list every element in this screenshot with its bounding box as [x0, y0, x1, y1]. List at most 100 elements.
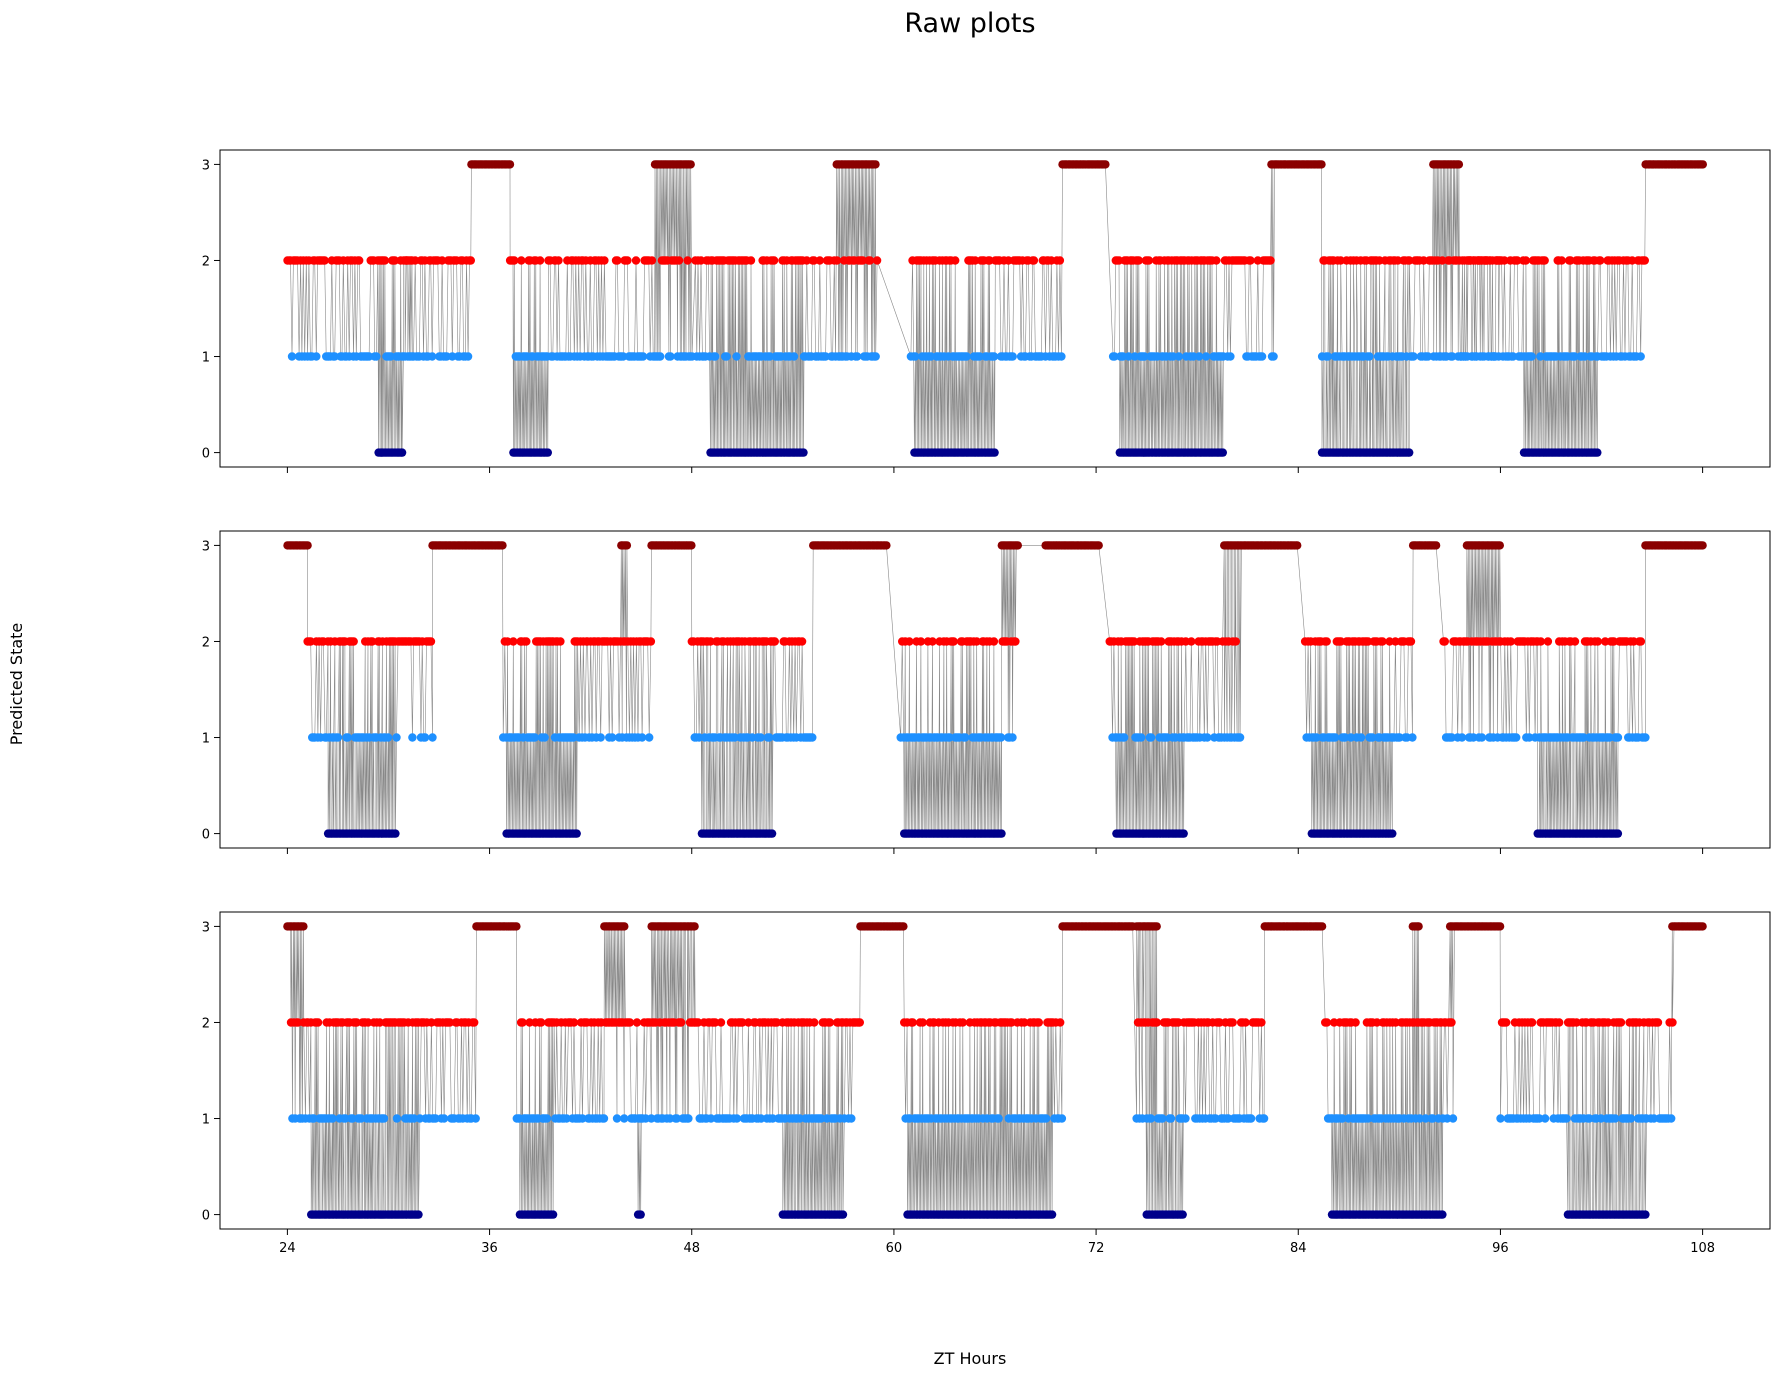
data-point-state-1: [1409, 352, 1418, 361]
data-point-state-1: [328, 1114, 337, 1123]
data-point-state-2: [928, 637, 937, 646]
data-point-state-1: [647, 1114, 656, 1123]
data-point-state-2: [470, 1018, 479, 1027]
data-point-state-1: [1421, 1114, 1430, 1123]
data-point-state-2: [1228, 1018, 1237, 1027]
data-point-state-3: [1414, 922, 1423, 931]
data-point-state-1: [1667, 1114, 1676, 1123]
data-point-state-2: [569, 1018, 579, 1027]
data-point-state-1: [1331, 733, 1340, 742]
data-point-state-2: [1555, 1018, 1564, 1027]
data-point-state-1: [1527, 352, 1536, 361]
data-point-state-1: [599, 1114, 609, 1123]
data-point-state-2: [1246, 256, 1255, 265]
data-point-state-2: [535, 256, 545, 265]
data-point-state-1: [408, 733, 417, 742]
data-point-state-1: [1525, 733, 1534, 742]
data-point-state-2: [958, 1018, 967, 1027]
data-point-state-2: [349, 637, 358, 646]
data-point-state-2: [738, 1018, 747, 1027]
data-point-state-1: [1415, 1114, 1425, 1123]
data-point-state-1: [1540, 1114, 1550, 1123]
data-point-state-1: [1323, 352, 1333, 361]
data-point-state-2: [445, 1018, 455, 1027]
data-point-state-1: [1356, 733, 1366, 742]
data-point-state-1: [287, 352, 297, 361]
data-point-state-2: [1543, 637, 1553, 646]
data-point-state-0: [548, 1210, 558, 1219]
data-point-state-2: [905, 637, 914, 646]
data-point-state-1: [871, 352, 880, 361]
data-point-state-2: [313, 1018, 323, 1027]
data-point-state-1: [1457, 733, 1467, 742]
data-point-state-1: [1448, 352, 1457, 361]
axes-frame: [219, 911, 1771, 1230]
data-point-state-1: [765, 733, 774, 742]
data-point-state-3: [1495, 922, 1505, 931]
data-point-state-1: [439, 1114, 449, 1123]
data-point-state-0: [990, 448, 999, 457]
y-tick-label: 0: [202, 1209, 210, 1224]
data-point-state-2: [1593, 637, 1603, 646]
data-point-state-0: [997, 829, 1006, 838]
data-point-state-1: [1496, 1114, 1505, 1123]
data-point-state-3: [1698, 922, 1707, 931]
data-point-state-1: [732, 352, 741, 361]
data-point-state-0: [838, 1210, 848, 1219]
data-point-state-1: [989, 352, 999, 361]
data-point-state-2: [1322, 1018, 1332, 1027]
data-point-state-1: [1338, 1114, 1347, 1123]
data-point-state-2: [554, 256, 563, 265]
data-point-state-1: [1057, 352, 1066, 361]
data-point-state-2: [711, 1018, 720, 1027]
chart-title: Raw plots: [904, 8, 1035, 39]
data-point-state-2: [1378, 637, 1387, 646]
data-point-state-2: [632, 1018, 642, 1027]
data-point-state-1: [962, 352, 971, 361]
data-point-state-0: [543, 448, 552, 457]
data-point-state-1: [1570, 352, 1579, 361]
panels-container: 0 1 2 3 0 1 2 3 0 1 2 3 24 36 48 60 72 84 96 108: [202, 149, 1771, 1256]
data-point-state-2: [509, 637, 518, 646]
data-point-state-1: [1120, 733, 1129, 742]
data-point-state-1: [1203, 733, 1212, 742]
data-point-state-2: [674, 256, 684, 265]
data-point-state-1: [1124, 352, 1133, 361]
data-point-state-0: [1438, 1210, 1447, 1219]
data-point-state-1: [540, 733, 549, 742]
data-point-state-2: [631, 256, 641, 265]
data-point-state-2: [989, 637, 999, 646]
data-point-state-2: [1034, 1018, 1044, 1027]
data-point-state-3: [1431, 541, 1441, 550]
data-point-state-1: [409, 1114, 419, 1123]
data-point-state-2: [623, 256, 632, 265]
x-tick-label: 48: [683, 1241, 700, 1256]
data-point-state-1: [620, 1114, 629, 1123]
data-point-state-1: [638, 352, 648, 361]
data-point-state-1: [1174, 352, 1184, 361]
data-point-state-0: [1405, 448, 1414, 457]
data-point-state-1: [666, 352, 675, 361]
data-point-state-1: [637, 733, 647, 742]
data-point-state-2: [320, 256, 329, 265]
data-point-state-2: [971, 256, 980, 265]
data-point-state-1: [1626, 1114, 1636, 1123]
data-point-state-2: [613, 256, 622, 265]
data-point-state-1: [372, 352, 381, 361]
data-point-state-1: [1201, 352, 1211, 361]
data-point-state-1: [1257, 352, 1267, 361]
data-point-state-1: [1613, 733, 1623, 742]
data-point-state-1: [706, 1114, 716, 1123]
data-point-state-2: [355, 256, 364, 265]
data-point-state-1: [1146, 1114, 1156, 1123]
data-point-state-0: [1641, 1210, 1650, 1219]
data-point-state-1: [619, 352, 628, 361]
data-point-state-0: [397, 448, 407, 457]
data-point-state-2: [1500, 256, 1509, 265]
trace-line: [287, 164, 1703, 453]
data-point-state-2: [825, 1018, 835, 1027]
data-point-state-2: [1570, 637, 1580, 646]
data-point-state-2: [1144, 256, 1154, 265]
data-point-state-2: [746, 256, 756, 265]
